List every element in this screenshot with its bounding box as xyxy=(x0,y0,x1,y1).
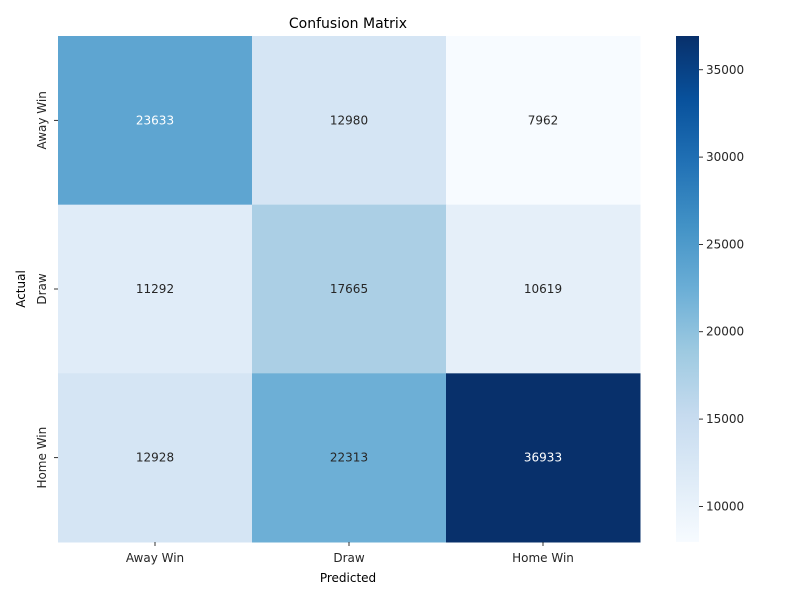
heatmap-cell xyxy=(446,373,641,543)
y-tick-label: Draw xyxy=(35,273,49,305)
cell-value-label: 10619 xyxy=(524,282,562,296)
heatmap-cell xyxy=(58,36,253,206)
x-tick-label: Home Win xyxy=(512,551,574,565)
colorbar-ticks: 10000 15000 20000 25000 30000 35000 xyxy=(699,63,744,513)
cell-value-label: 12928 xyxy=(136,451,174,465)
colorbar-tick-label: 35000 xyxy=(706,63,744,77)
colorbar xyxy=(676,36,699,542)
y-axis-ticks: Away Win Draw Home Win xyxy=(35,91,58,489)
y-tick-label: Away Win xyxy=(35,91,49,149)
cell-value-label: 22313 xyxy=(330,451,368,465)
colorbar-tick-label: 30000 xyxy=(706,150,744,164)
heatmap-cell-labels: 23633 12980 7962 11292 17665 10619 12928 22313 3… xyxy=(136,113,562,464)
chart-title: Confusion Matrix xyxy=(289,16,407,32)
colorbar-tick-label: 25000 xyxy=(706,237,744,251)
colorbar-tick-label: 20000 xyxy=(706,325,744,339)
cell-value-label: 17665 xyxy=(330,282,368,296)
heatmap-cell xyxy=(446,204,641,374)
heatmap-cells xyxy=(58,36,641,543)
heatmap-cell xyxy=(58,204,253,374)
cell-value-label: 7962 xyxy=(528,113,559,127)
heatmap-cell xyxy=(252,36,447,206)
x-tick-label: Away Win xyxy=(126,551,184,565)
x-axis-label: Predicted xyxy=(320,571,376,585)
heatmap-cell xyxy=(252,204,447,374)
cell-value-label: 12980 xyxy=(330,113,368,127)
heatmap-cell xyxy=(446,36,641,206)
heatmap-cell xyxy=(252,373,447,543)
cell-value-label: 36933 xyxy=(524,451,562,465)
colorbar-tick-label: 10000 xyxy=(706,499,744,513)
cell-value-label: 11292 xyxy=(136,282,174,296)
heatmap-cell xyxy=(58,373,253,543)
x-axis-ticks: Away Win Draw Home Win xyxy=(126,542,574,565)
y-tick-label: Home Win xyxy=(35,427,49,489)
x-tick-label: Draw xyxy=(333,551,365,565)
y-axis-label: Actual xyxy=(14,270,28,308)
colorbar-tick-label: 15000 xyxy=(706,412,744,426)
cell-value-label: 23633 xyxy=(136,113,174,127)
